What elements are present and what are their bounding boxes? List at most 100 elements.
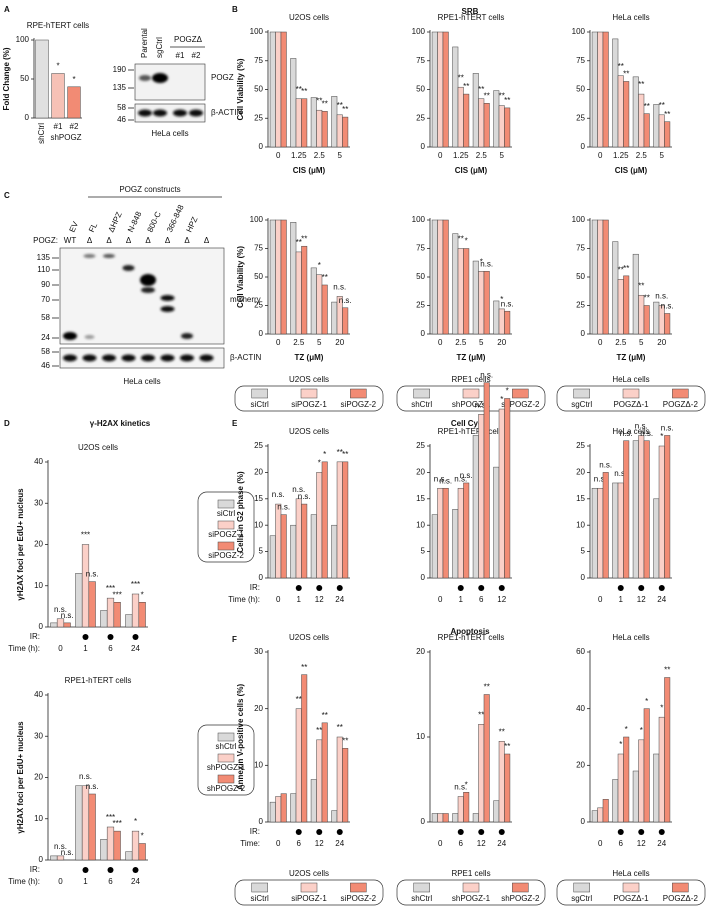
ir-dot [107,634,114,640]
significance: ** [504,96,510,105]
mw-marker: 190 [113,65,127,74]
significance: n.s. [79,772,92,781]
bar [493,466,500,579]
section-title: Apoptosis [450,627,490,636]
significance: * [480,257,483,266]
significance: * [500,295,503,304]
significance: ** [342,450,348,459]
lane-label: #2 [192,51,201,60]
bar [301,98,308,148]
y-tick-label: 10 [416,732,425,741]
y-tick-label: 50 [576,272,585,281]
significance: n.s. [272,490,285,499]
x-tick-label: 5 [500,151,505,160]
ir-dot [457,829,464,835]
significance: ** [659,101,665,110]
significance: n.s. [61,611,74,620]
blot-frame [134,63,206,101]
x-axis-label: CIS (μM) [615,166,648,175]
significance: * [56,62,59,71]
y-tick-label: 100 [412,27,426,36]
bar [269,535,276,579]
y-tick-label: 75 [576,56,585,65]
legend-label: shPOGZ-1 [207,763,246,772]
bar [50,855,58,861]
significance: * [619,740,622,749]
y-tick-label: 50 [254,85,263,94]
bar [617,482,624,579]
bar [280,219,287,335]
bar [504,310,511,335]
bar [457,86,464,148]
x-axis-label: TZ (μM) [617,353,646,362]
x-tick-label: 1.25 [613,151,629,160]
ir-dot [316,585,323,591]
chart-title: U2OS cells [289,13,329,22]
band [160,354,175,362]
bar [75,573,83,628]
y-tick-label: 25 [254,441,263,450]
x-tick-label: 0 [598,595,603,604]
bar [442,219,449,335]
bar [321,284,328,335]
legend-swatch [573,388,590,399]
bar [301,245,308,335]
legend-label: siPOGZ-1 [291,894,327,903]
x-tick-label: 5 [479,338,484,347]
chart-title: U2OS cells [289,427,329,436]
chart-title: RPE1-hTERT cells [438,13,505,22]
y-axis-label: Cell Viability (%) [236,246,245,308]
legend-title: RPE1 cells [451,375,490,384]
bar [88,793,96,861]
y-tick-label: 10 [254,520,263,529]
legend-swatch [251,388,268,399]
significance: ** [644,102,650,111]
section-title: SRB [462,7,479,16]
significance: * [141,590,144,599]
bar [602,472,609,579]
significance: ** [296,85,302,94]
x-tick-label: 12 [315,595,324,604]
significance: ** [664,110,670,119]
bar [431,219,438,335]
x-tick-label: 1.25 [453,151,469,160]
significance: * [506,387,509,396]
ir-dot [82,867,89,873]
significance: * [318,459,321,468]
bar [113,830,121,861]
bar [56,855,65,861]
blot-frame [59,247,225,345]
legend-label: shPOGZ-2 [501,400,540,409]
significance: ** [638,281,644,290]
significance: ** [316,96,322,105]
legend-swatch [672,388,689,399]
chart-title: HeLa cells [612,633,649,642]
x-tick-label: 6 [108,644,113,653]
y-tick-label: 100 [572,215,586,224]
significance: *** [106,584,115,593]
mw-marker: 58 [117,103,126,112]
legend-label: shCtrl [411,400,432,409]
significance: ** [504,742,510,751]
x-tick-label: 12 [315,839,324,848]
x-tick-label: 5 [639,338,644,347]
significance: ** [301,234,307,243]
y-tick-label: 5 [581,547,586,556]
bar [457,248,464,335]
legend-swatch [672,882,689,893]
legend-swatch [512,882,529,893]
y-axis-label: γH2AX foci per EdU+ nucleus [16,721,25,834]
genotype: Δ [184,236,190,245]
legend-swatch [217,753,235,763]
bar [504,753,511,823]
y-tick-label: 30 [254,647,263,656]
bar [597,219,604,335]
band [189,109,203,117]
bar [452,233,459,335]
significance: n.s. [339,296,352,305]
lane-group: POGZΔ [174,35,203,44]
significance: n.s. [655,292,668,301]
bar [452,813,459,823]
significance: *** [112,819,121,828]
x-tick-label: 24 [131,877,140,886]
